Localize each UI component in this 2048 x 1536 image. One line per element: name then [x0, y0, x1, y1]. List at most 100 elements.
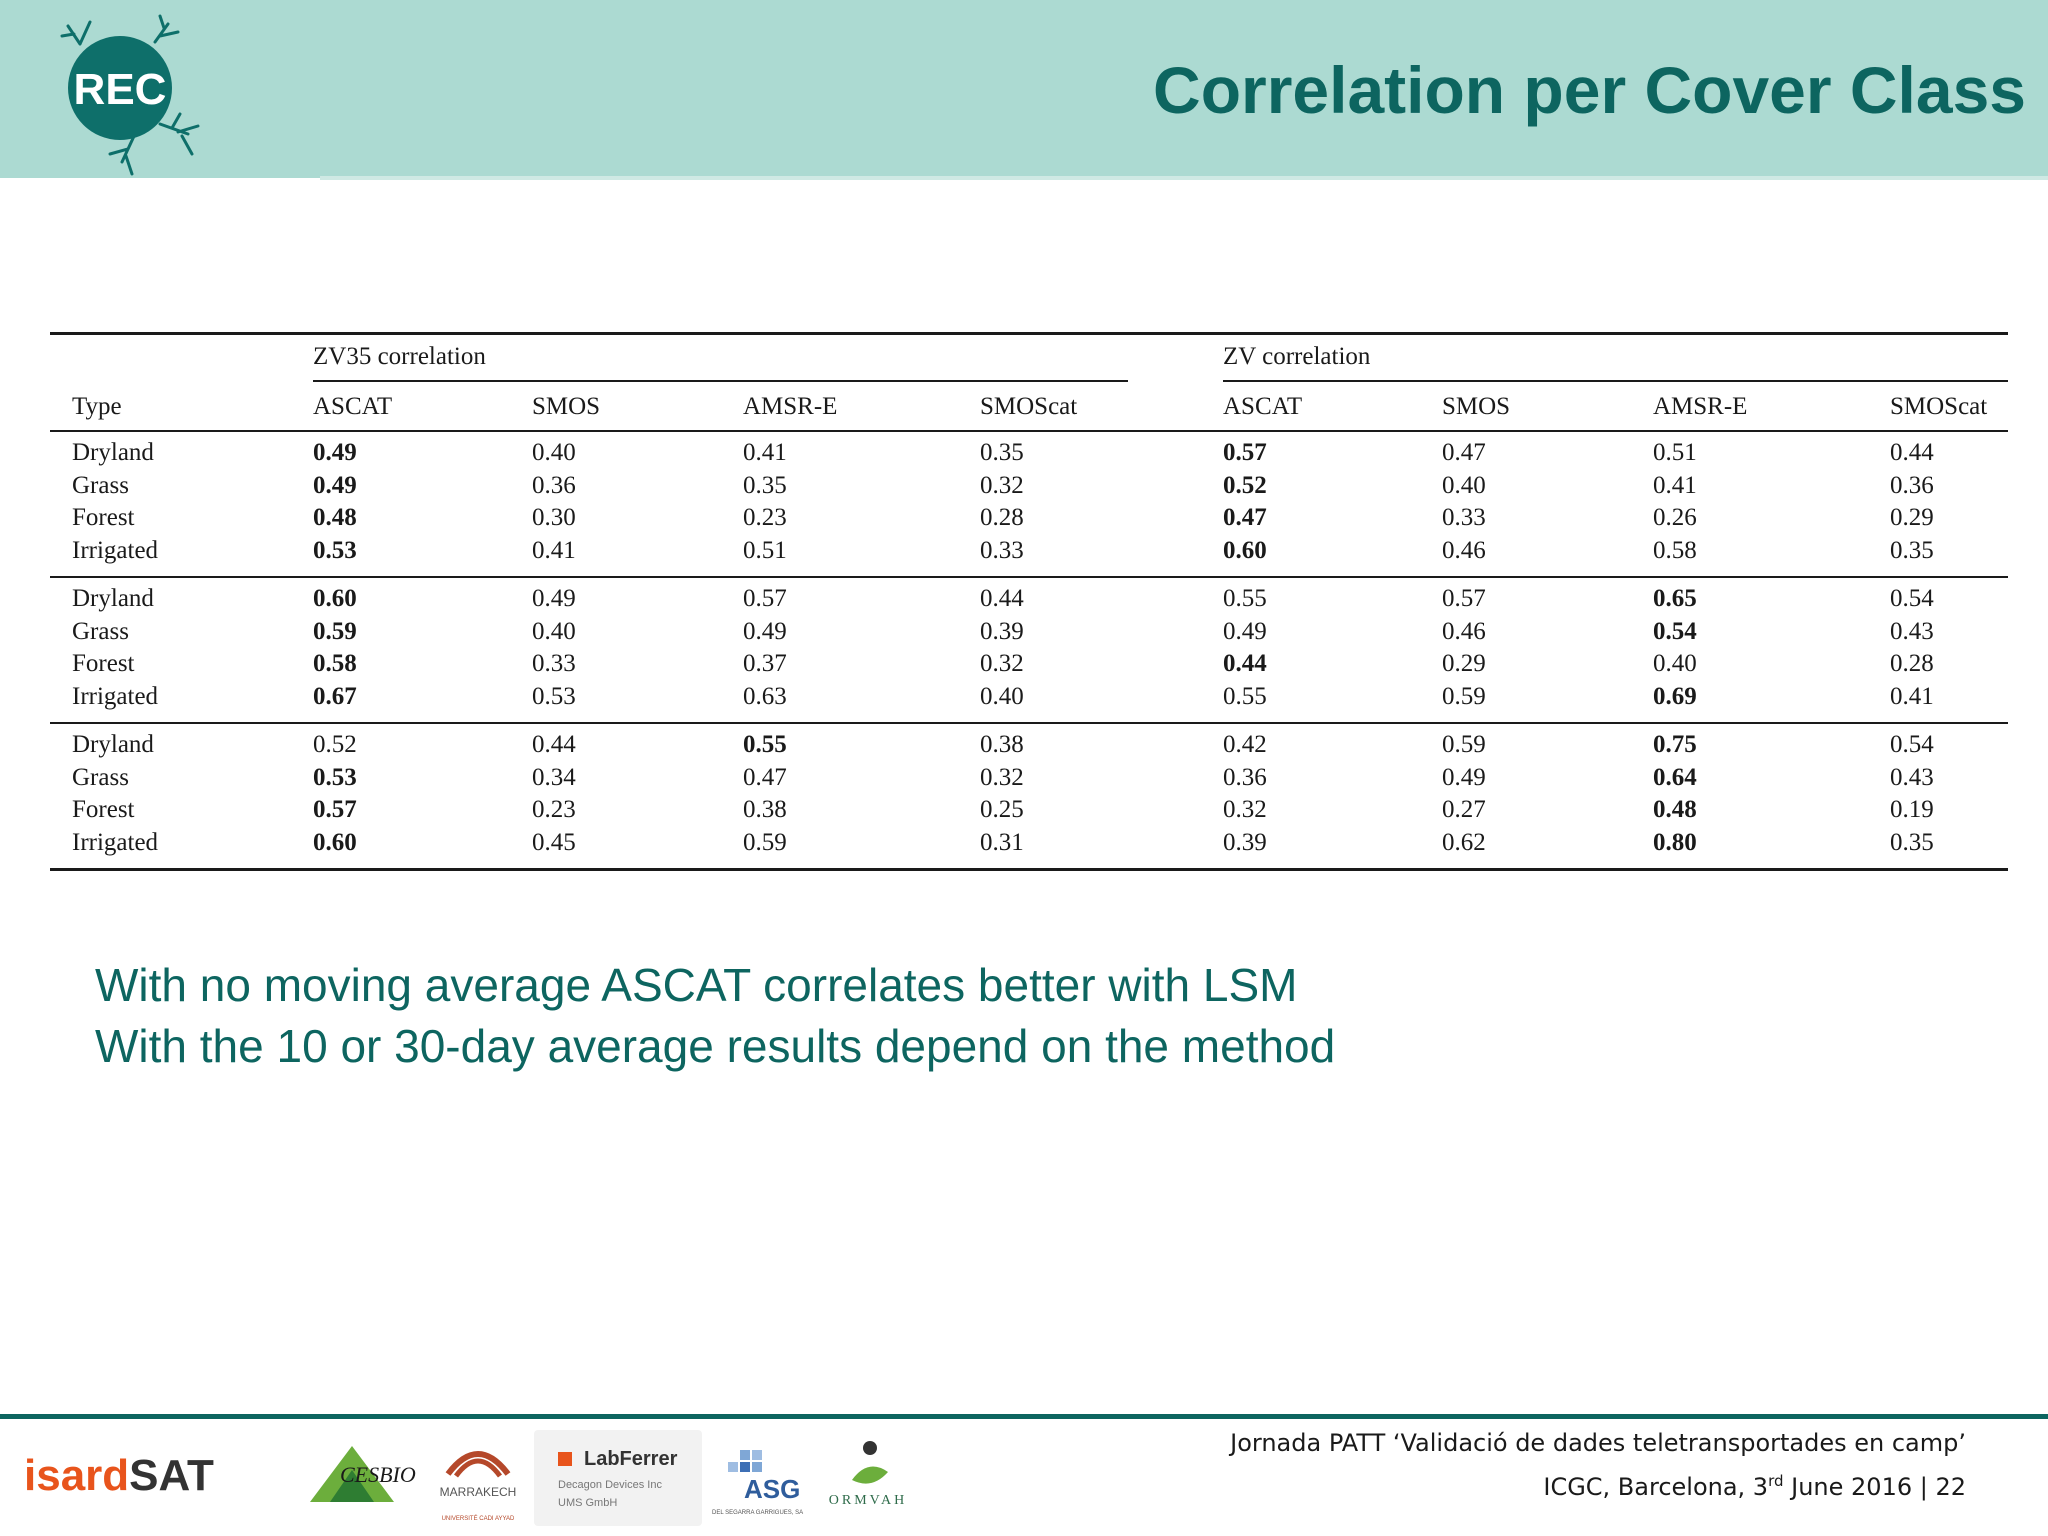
- cesbio-logo: CESBIO: [310, 1446, 416, 1502]
- column-header: SMOS: [1442, 393, 1511, 420]
- bullet-line: With no moving average ASCAT correlates …: [95, 959, 1298, 1011]
- table-cell: 0.60: [313, 585, 357, 612]
- table-cell: 0.49: [743, 617, 787, 645]
- table-cell: 0.75: [1653, 731, 1697, 758]
- footer-event: Jornada PATT ‘Validació de dades teletra…: [1230, 1429, 1966, 1457]
- column-header: ASCAT: [313, 393, 393, 420]
- table-cell: 0.55: [1223, 682, 1267, 710]
- page-title: Correlation per Cover Class: [1153, 53, 2026, 127]
- labferrer-logo: LabFerrer Decagon Devices Inc UMS GmbH: [534, 1430, 702, 1526]
- column-header: AMSR-E: [1653, 393, 1748, 420]
- table-cell: 0.35: [1890, 828, 1934, 856]
- marrakech-label: MARRAKECH: [440, 1485, 517, 1499]
- table-cell: 0.58: [1653, 536, 1697, 564]
- table-cell: 0.36: [1890, 471, 1934, 499]
- bullet-list: With no moving average ASCAT correlates …: [95, 955, 1335, 1077]
- column-header: SMOS: [532, 393, 601, 420]
- isardsat-logo: isardSAT: [24, 1451, 214, 1500]
- table-rule: [50, 332, 2008, 335]
- table-cell: 0.57: [313, 796, 357, 824]
- row-type: Grass: [72, 617, 129, 645]
- table-cell: 0.40: [1653, 650, 1697, 678]
- table-cell: 0.40: [1442, 471, 1486, 499]
- table-cell: 0.32: [980, 763, 1024, 791]
- table-cell: 0.23: [532, 796, 576, 824]
- marrakech-logo: MARRAKECH UNIVERSITÉ CADI AYYAD: [440, 1451, 517, 1522]
- table-cell: 0.53: [532, 682, 576, 710]
- table-cell: 0.43: [1890, 617, 1934, 645]
- table-cell: 0.32: [980, 650, 1024, 678]
- group-header: ZV correlation: [1223, 343, 1371, 370]
- header-divider: [320, 176, 2048, 180]
- table-cell: 0.57: [743, 585, 787, 612]
- table-cell: 0.25: [980, 796, 1024, 824]
- bullet-line: With the 10 or 30-day average results de…: [95, 1020, 1336, 1072]
- table-cell: 0.40: [532, 617, 576, 645]
- footer-credits: Jornada PATT ‘Validació de dades teletra…: [1230, 1424, 1966, 1506]
- table-cell: 0.62: [1442, 828, 1486, 856]
- table-cell: 0.36: [532, 471, 576, 499]
- table-cell: 0.27: [1442, 796, 1486, 824]
- table-cell: 0.47: [1223, 504, 1267, 532]
- table-cell: 0.65: [1653, 585, 1697, 612]
- table-cell: 0.19: [1890, 796, 1934, 824]
- partner-logos: isardSAT CESBIO MARRAKECH UNIVERSITÉ CAD…: [24, 1430, 904, 1526]
- svg-text:isardSAT: isardSAT: [24, 1451, 214, 1500]
- table-cell: 0.38: [980, 731, 1024, 758]
- footer-location-suffix: June 2016 | 22: [1783, 1473, 1966, 1501]
- table-cell: 0.47: [743, 763, 787, 791]
- table-cell: 0.59: [1442, 731, 1486, 758]
- table-cell: 0.52: [313, 731, 357, 758]
- table-rule: [50, 576, 2008, 579]
- row-type: Forest: [72, 796, 135, 824]
- table-cell: 0.37: [743, 650, 787, 678]
- table-cell: 0.53: [313, 536, 357, 564]
- labferrer-sub2: UMS GmbH: [558, 1497, 617, 1509]
- row-type: Irrigated: [72, 682, 159, 710]
- cesbio-label: CESBIO: [340, 1462, 416, 1487]
- footer-location-prefix: ICGC, Barcelona, 3: [1543, 1473, 1769, 1501]
- row-type: Irrigated: [72, 828, 159, 856]
- table-cell: 0.54: [1890, 731, 1934, 758]
- row-type: Forest: [72, 504, 135, 532]
- table-cell: 0.80: [1653, 828, 1697, 856]
- table-cell: 0.38: [743, 796, 787, 824]
- table-cell: 0.43: [1890, 763, 1934, 791]
- footer-location: ICGC, Barcelona, 3rd June 2016 | 22: [1230, 1462, 1966, 1506]
- table-cell: 0.57: [1442, 585, 1486, 612]
- table-rule: [313, 380, 1128, 382]
- table-rule: [50, 722, 2008, 725]
- table-cell: 0.41: [1653, 471, 1697, 499]
- table-cell: 0.33: [1442, 504, 1486, 532]
- table-cell: 0.67: [313, 682, 357, 710]
- rec-logo: REC: [60, 14, 200, 176]
- column-header: Type: [72, 393, 122, 420]
- table-cell: 0.40: [980, 682, 1024, 710]
- table-cell: 0.32: [1223, 796, 1267, 824]
- table-cell: 0.48: [313, 504, 357, 532]
- table-cell: 0.51: [1653, 439, 1697, 466]
- asg-label: ASG: [744, 1474, 800, 1504]
- table-cell: 0.47: [1442, 439, 1486, 466]
- table-cell: 0.44: [532, 731, 576, 758]
- table-cell: 0.69: [1653, 682, 1697, 710]
- asg-logo: ASG DEL SEGARRA GARRIGUES, SA: [712, 1450, 803, 1516]
- table-cell: 0.28: [1890, 650, 1934, 678]
- table-cell: 0.33: [980, 536, 1024, 564]
- table-cell: 0.39: [1223, 828, 1267, 856]
- group-header: ZV35 correlation: [313, 343, 486, 370]
- row-type: Grass: [72, 763, 129, 791]
- table-cell: 0.35: [980, 439, 1024, 466]
- table-cell: 0.48: [1653, 796, 1697, 824]
- table-cell: 0.59: [1442, 682, 1486, 710]
- table-cell: 0.49: [313, 439, 357, 466]
- table-cell: 0.59: [743, 828, 787, 856]
- table-cell: 0.35: [1890, 536, 1934, 564]
- table-cell: 0.33: [532, 650, 576, 678]
- footer-divider: [0, 1414, 2048, 1419]
- table-cell: 0.59: [313, 617, 357, 645]
- header-band: [0, 0, 2048, 178]
- table-cell: 0.34: [532, 763, 576, 791]
- table-cell: 0.40: [532, 439, 576, 466]
- row-type: Forest: [72, 650, 135, 678]
